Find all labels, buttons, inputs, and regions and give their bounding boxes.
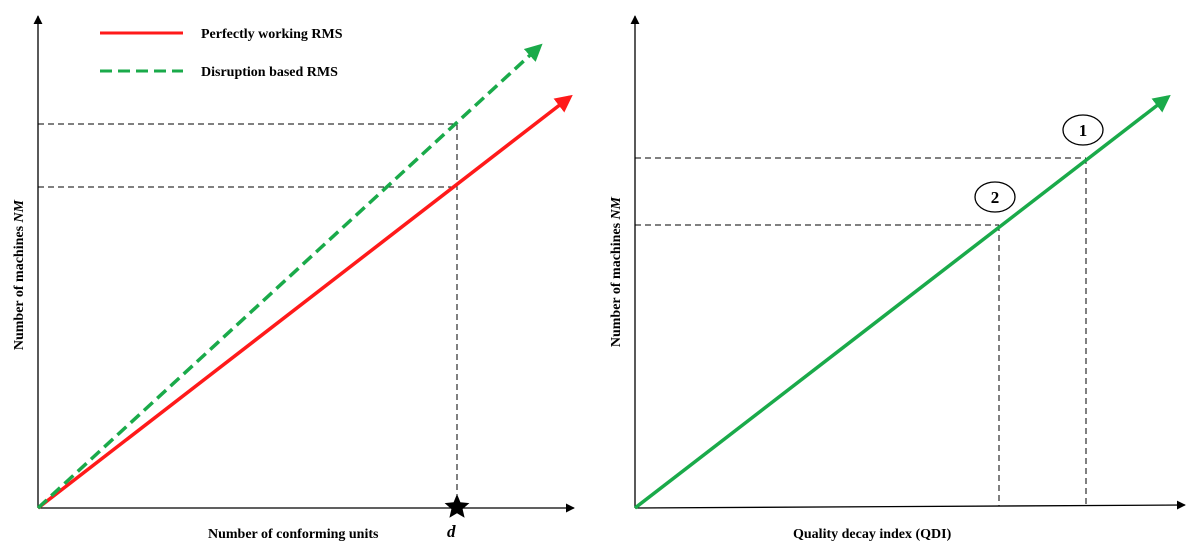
legend-label-disruption-based: Disruption based RMS [201,65,338,80]
legend: Perfectly working RMS Disruption based R… [100,27,343,80]
left-x-axis-label: Number of conforming units [208,527,379,542]
disruption-based-rms-line [36,43,543,510]
point-2-label: 2 [991,188,1000,207]
legend-label-perfectly-working: Perfectly working RMS [201,27,343,42]
right-y-axis-label: Number of machines NM [609,196,624,347]
right-x-axis [634,500,1186,510]
left-panel: d Perfectly working RMS Disruption based… [12,15,575,542]
perfectly-working-rms-line [36,94,573,510]
point-1-label: 1 [1079,121,1088,140]
point-1-marker: 1 [1062,114,1104,146]
star-icon [444,494,470,518]
right-panel: 1 2 Quality decay index (QDI) Number of … [609,15,1186,542]
x-marker-label: d [447,522,456,541]
right-x-axis-label: Quality decay index (QDI) [793,527,952,542]
left-y-axis-label: Number of machines NM [12,199,27,350]
point-2-marker: 2 [974,181,1016,213]
qdi-line [633,94,1171,510]
